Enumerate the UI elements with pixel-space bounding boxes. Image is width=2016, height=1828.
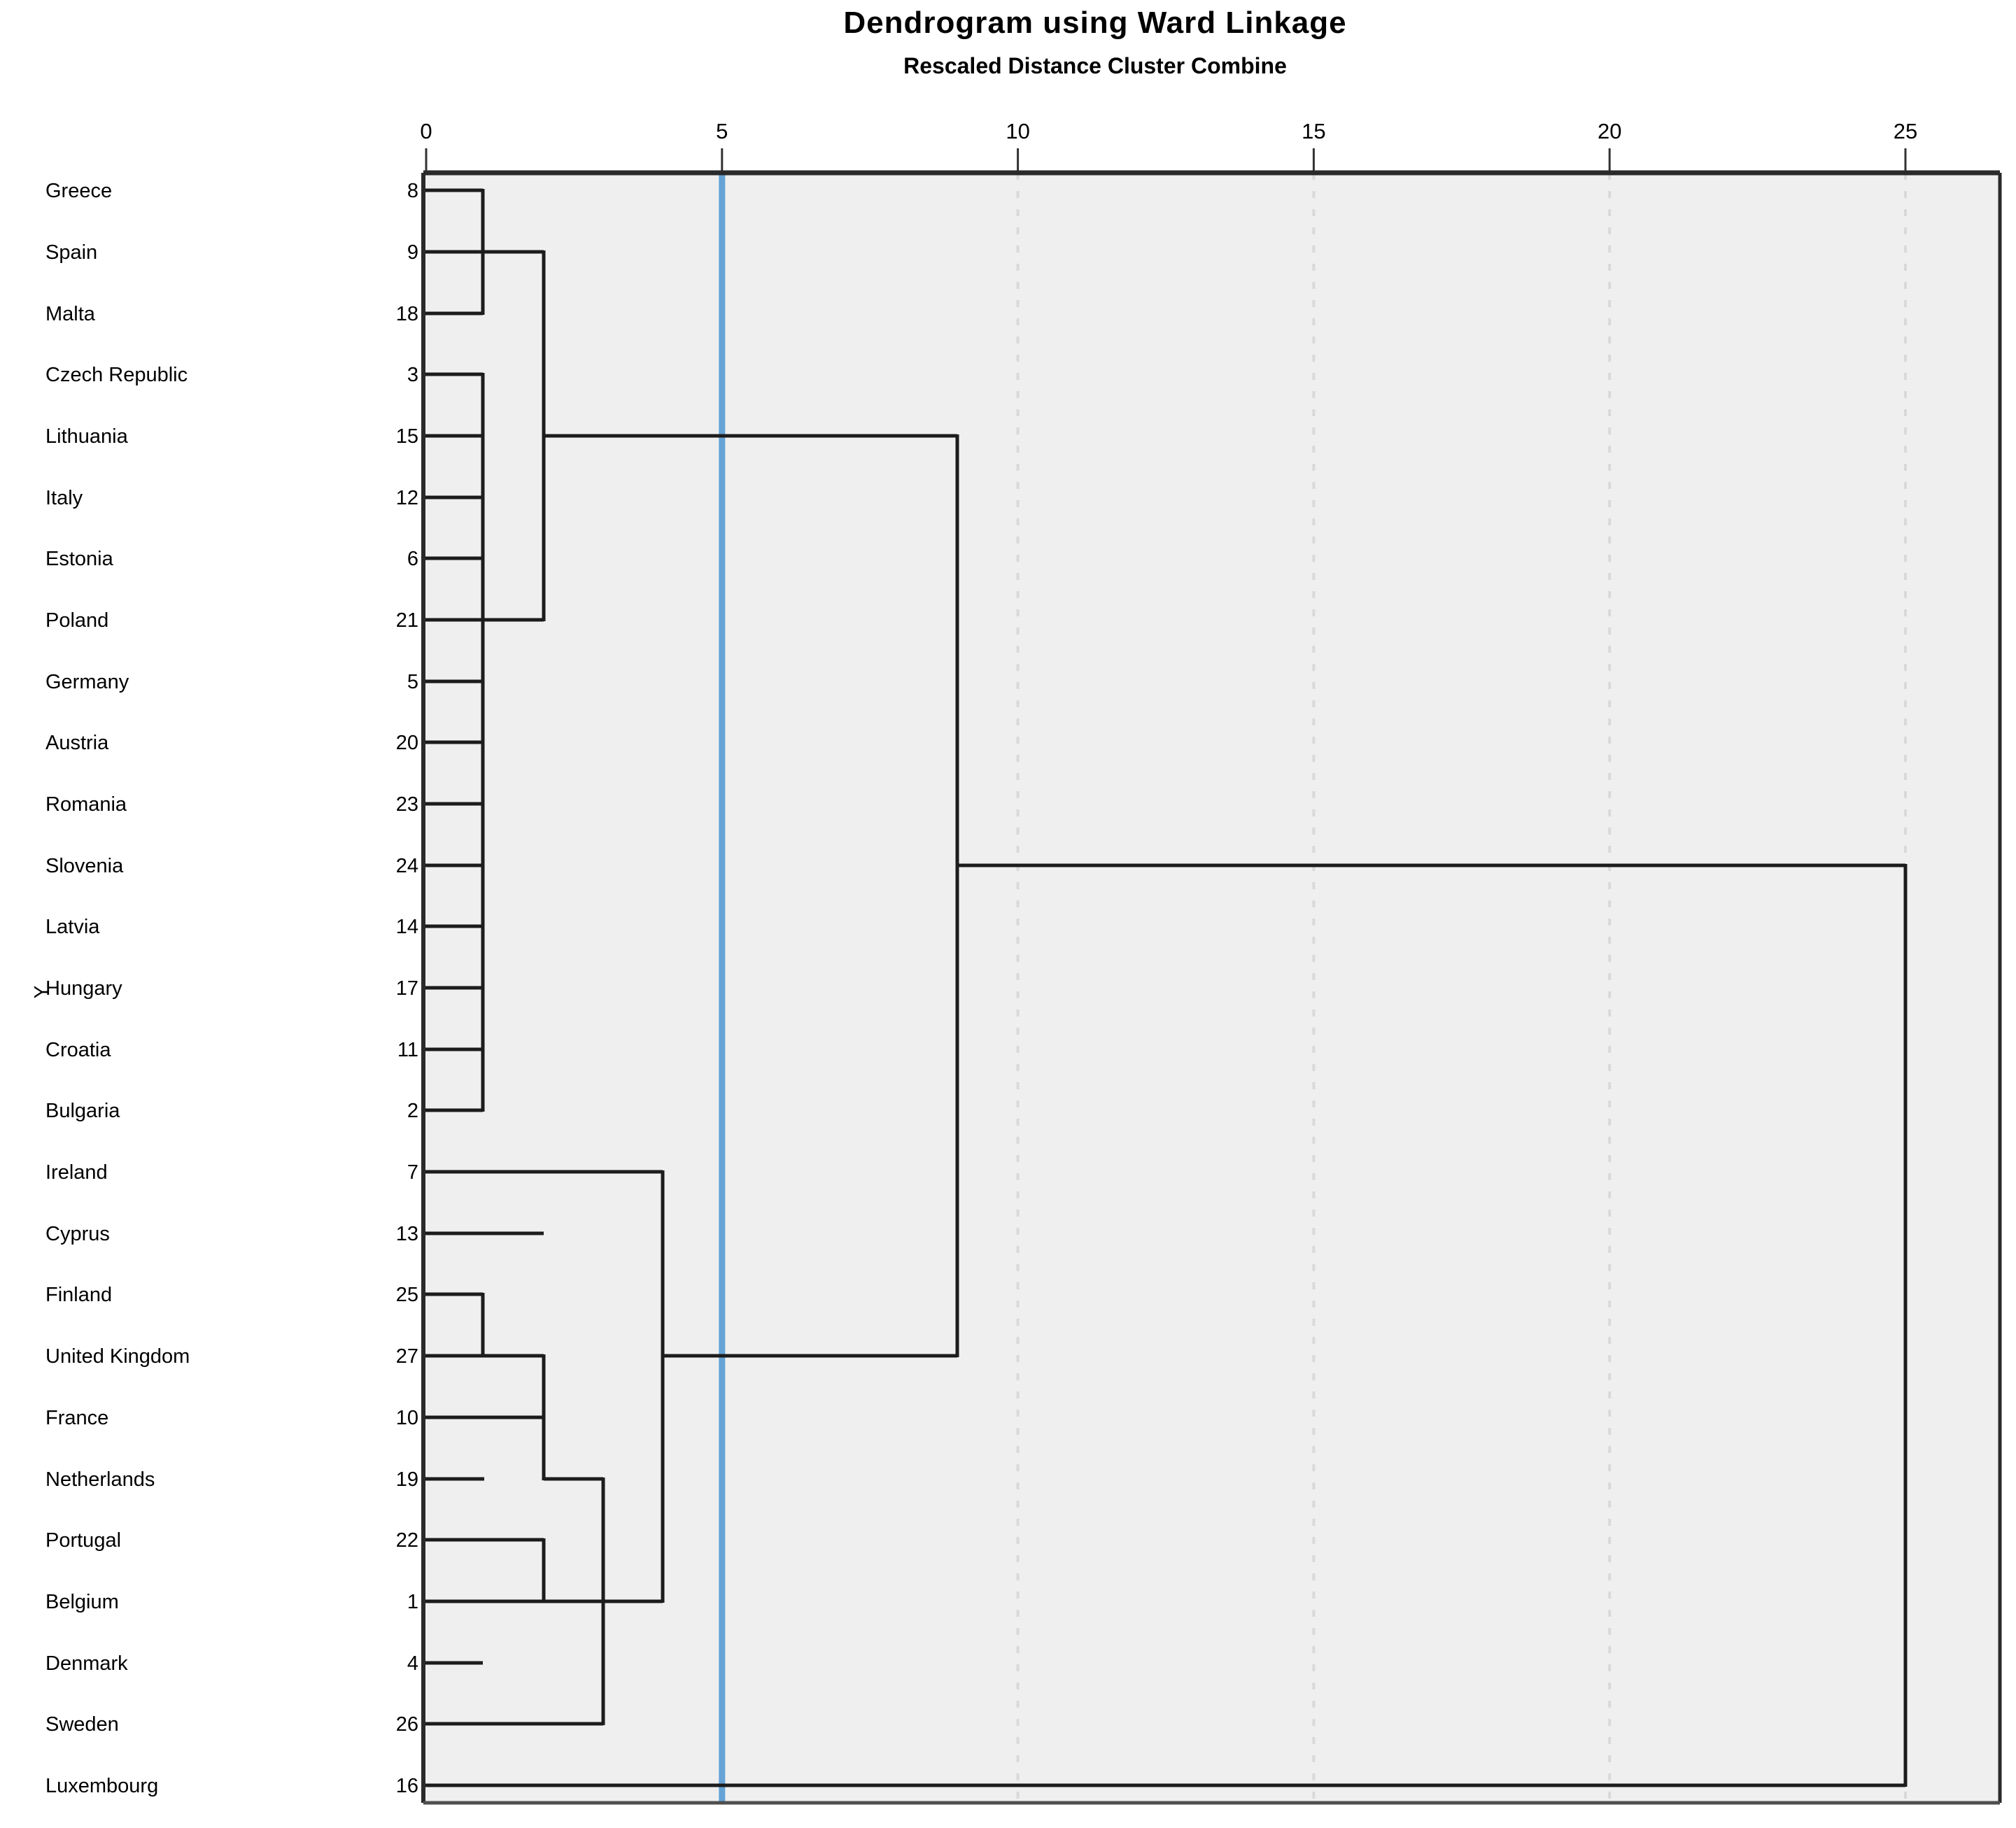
axis-tick-label: 5 <box>716 119 728 143</box>
leaf-label: Cyprus <box>45 1223 110 1245</box>
leaf-case-number: 27 <box>396 1345 418 1368</box>
leaf-case-number: 14 <box>396 916 418 938</box>
leaf-label: Hungary <box>45 977 122 1000</box>
plot-area <box>423 173 2000 1803</box>
leaf-case-number: 24 <box>396 855 418 877</box>
leaf-label: Finland <box>45 1284 112 1306</box>
leaf-case-number: 13 <box>396 1223 418 1245</box>
axis-tick-label: 20 <box>1598 119 1621 143</box>
leaf-label: Belgium <box>45 1591 119 1613</box>
leaf-case-number: 21 <box>396 609 418 632</box>
leaf-label: Slovenia <box>45 855 124 877</box>
leaf-case-number: 18 <box>396 303 418 325</box>
leaf-case-number: 25 <box>396 1284 418 1306</box>
leaf-label: United Kingdom <box>45 1345 190 1368</box>
leaf-label: Portugal <box>45 1529 121 1552</box>
leaf-label: Poland <box>45 609 108 632</box>
leaf-label: Italy <box>45 487 83 509</box>
leaf-case-number: 8 <box>407 180 418 202</box>
leaf-case-number: 1 <box>407 1591 418 1613</box>
leaf-case-number: 3 <box>407 364 418 386</box>
leaf-label: Lithuania <box>45 425 129 448</box>
axis-tick-label: 25 <box>1894 119 1917 143</box>
leaf-case-number: 6 <box>407 548 418 570</box>
leaf-case-number: 22 <box>396 1529 418 1552</box>
leaf-label: Greece <box>45 180 112 202</box>
leaf-case-number: 23 <box>396 793 418 816</box>
leaf-case-number: 26 <box>396 1713 418 1736</box>
y-axis-label: Y <box>30 985 52 999</box>
leaf-case-number: 4 <box>407 1652 418 1675</box>
leaf-label: France <box>45 1407 108 1429</box>
leaf-label: Croatia <box>45 1039 111 1061</box>
leaf-label: Ireland <box>45 1161 108 1184</box>
leaf-case-number: 17 <box>396 977 418 1000</box>
leaf-case-number: 9 <box>407 241 418 264</box>
leaf-label: Luxembourg <box>45 1775 158 1797</box>
leaf-case-number: 2 <box>407 1100 418 1122</box>
leaf-label: Netherlands <box>45 1468 155 1491</box>
chart-title: Dendrogram using Ward Linkage <box>843 6 1347 40</box>
leaf-label: Malta <box>45 303 96 325</box>
leaf-label: Bulgaria <box>45 1100 120 1122</box>
leaf-case-number: 5 <box>407 671 418 693</box>
leaf-case-number: 11 <box>397 1039 418 1061</box>
leaf-label: Romania <box>45 793 127 816</box>
axis-tick-label: 0 <box>420 119 432 143</box>
axis-tick-label: 15 <box>1302 119 1325 143</box>
leaf-case-number: 15 <box>396 425 418 448</box>
leaf-label: Germany <box>45 671 129 693</box>
leaf-label: Sweden <box>45 1713 119 1736</box>
leaf-label: Estonia <box>45 548 114 570</box>
leaf-case-number: 20 <box>396 732 418 754</box>
leaf-case-number: 10 <box>396 1407 418 1429</box>
leaf-label: Austria <box>45 732 109 754</box>
leaf-case-number: 12 <box>396 487 418 509</box>
leaf-label: Denmark <box>45 1652 128 1675</box>
leaf-label: Czech Republic <box>45 364 188 386</box>
chart-subtitle: Rescaled Distance Cluster Combine <box>903 53 1287 78</box>
leaf-label: Spain <box>45 241 97 264</box>
leaf-case-number: 7 <box>407 1161 418 1184</box>
leaf-case-number: 19 <box>396 1468 418 1491</box>
leaf-label: Latvia <box>45 916 100 938</box>
axis-tick-label: 10 <box>1006 119 1029 143</box>
leaf-case-number: 16 <box>396 1775 418 1797</box>
